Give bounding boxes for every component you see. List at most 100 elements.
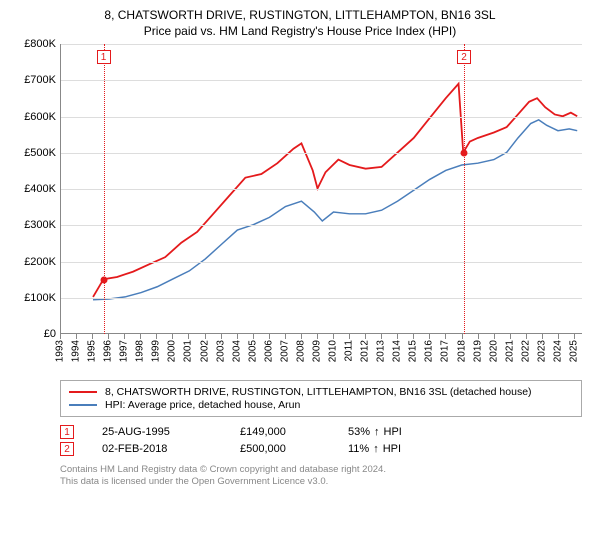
series-line-hpi [93,120,577,300]
gridline [61,80,582,81]
sale-marker-line [104,44,105,334]
x-tick [92,334,93,339]
x-tick-label: 2018 [456,340,467,362]
x-tick-label: 2023 [536,340,547,362]
chart-container: 8, CHATSWORTH DRIVE, RUSTINGTON, LITTLEH… [0,0,600,497]
sales-table: 125-AUG-1995£149,00053%↑HPI202-FEB-2018£… [60,425,582,456]
gridline [61,117,582,118]
sale-marker-box: 1 [97,50,111,64]
x-tick [140,334,141,339]
sale-row-hpi-label: HPI [383,443,401,455]
x-tick [429,334,430,339]
x-tick-label: 2012 [360,340,371,362]
y-tick-label: £800K [24,38,56,50]
x-tick [558,334,559,339]
sale-row: 125-AUG-1995£149,00053%↑HPI [60,425,582,439]
y-tick-label: £700K [24,74,56,86]
x-tick [221,334,222,339]
x-tick-label: 2021 [504,340,515,362]
gridline [61,153,582,154]
x-tick [510,334,511,339]
sale-row-marker: 2 [60,442,74,456]
x-tick [301,334,302,339]
arrow-up-icon: ↑ [373,443,379,455]
sale-row-marker: 1 [60,425,74,439]
sale-row-price: £500,000 [240,443,320,455]
y-tick-label: £300K [24,219,56,231]
legend-swatch [69,391,97,393]
x-tick [365,334,366,339]
x-tick-label: 2010 [328,340,339,362]
footer-line2: This data is licensed under the Open Gov… [60,476,582,488]
x-tick [188,334,189,339]
sale-row-hpi: 53%↑HPI [348,426,402,438]
x-tick-label: 2011 [344,340,355,362]
x-tick-label: 1993 [55,340,66,362]
sale-row: 2 02-FEB-2018 £500,000 11% ↑ HPI [60,442,582,456]
x-tick [237,334,238,339]
legend-label: 8, CHATSWORTH DRIVE, RUSTINGTON, LITTLEH… [105,386,532,398]
x-tick-label: 2003 [215,340,226,362]
x-tick [381,334,382,339]
sale-row-price: £149,000 [240,426,320,438]
x-tick-label: 1994 [71,340,82,362]
x-tick-label: 1995 [87,340,98,362]
x-tick-label: 2006 [263,340,274,362]
x-tick [542,334,543,339]
x-tick [285,334,286,339]
x-tick [76,334,77,339]
x-tick-label: 2002 [199,340,210,362]
legend-swatch [69,404,97,406]
y-axis: £0£100K£200K£300K£400K£500K£600K£700K£80… [12,44,60,334]
x-tick [526,334,527,339]
x-tick [253,334,254,339]
x-tick [108,334,109,339]
sale-marker-box: 2 [457,50,471,64]
sale-row-hpi-pct: 11% [348,443,369,455]
sale-row-date: 02-FEB-2018 [102,443,212,455]
gridline [61,189,582,190]
legend-row: 8, CHATSWORTH DRIVE, RUSTINGTON, LITTLEH… [69,386,573,398]
sale-marker-line [464,44,465,334]
x-tick-label: 2017 [440,340,451,362]
x-tick-label: 2000 [167,340,178,362]
x-tick-label: 2014 [392,340,403,362]
x-tick-label: 2016 [424,340,435,362]
x-tick-label: 1997 [119,340,130,362]
x-tick [349,334,350,339]
arrow-up-icon: ↑ [374,426,380,438]
footer: Contains HM Land Registry data © Crown c… [60,464,582,489]
x-tick-label: 1998 [135,340,146,362]
x-tick-label: 2008 [295,340,306,362]
x-tick-label: 1996 [103,340,114,362]
y-tick-label: £0 [44,328,56,340]
x-tick-label: 2013 [376,340,387,362]
chart-area: £0£100K£200K£300K£400K£500K£600K£700K£80… [12,44,588,374]
gridline [61,298,582,299]
sale-row-hpi-label: HPI [384,426,402,438]
sale-marker-dot [100,276,107,283]
x-tick [333,334,334,339]
y-tick-label: £500K [24,147,56,159]
x-tick [205,334,206,339]
gridline [61,44,582,45]
legend-row: HPI: Average price, detached house, Arun [69,399,573,411]
x-tick [172,334,173,339]
x-tick [494,334,495,339]
title-block: 8, CHATSWORTH DRIVE, RUSTINGTON, LITTLEH… [12,8,588,38]
title-address: 8, CHATSWORTH DRIVE, RUSTINGTON, LITTLEH… [12,8,588,22]
sale-row-hpi: 11% ↑ HPI [348,443,401,455]
x-tick-label: 2022 [520,340,531,362]
sale-marker-dot [460,149,467,156]
x-tick-label: 2025 [568,340,579,362]
x-tick-label: 2004 [231,340,242,362]
x-tick [60,334,61,339]
legend-label: HPI: Average price, detached house, Arun [105,399,300,411]
x-tick-label: 2009 [311,340,322,362]
x-tick [574,334,575,339]
legend: 8, CHATSWORTH DRIVE, RUSTINGTON, LITTLEH… [60,380,582,417]
x-tick [478,334,479,339]
sale-row-date: 25-AUG-1995 [102,426,212,438]
x-tick-label: 2001 [183,340,194,362]
gridline [61,262,582,263]
